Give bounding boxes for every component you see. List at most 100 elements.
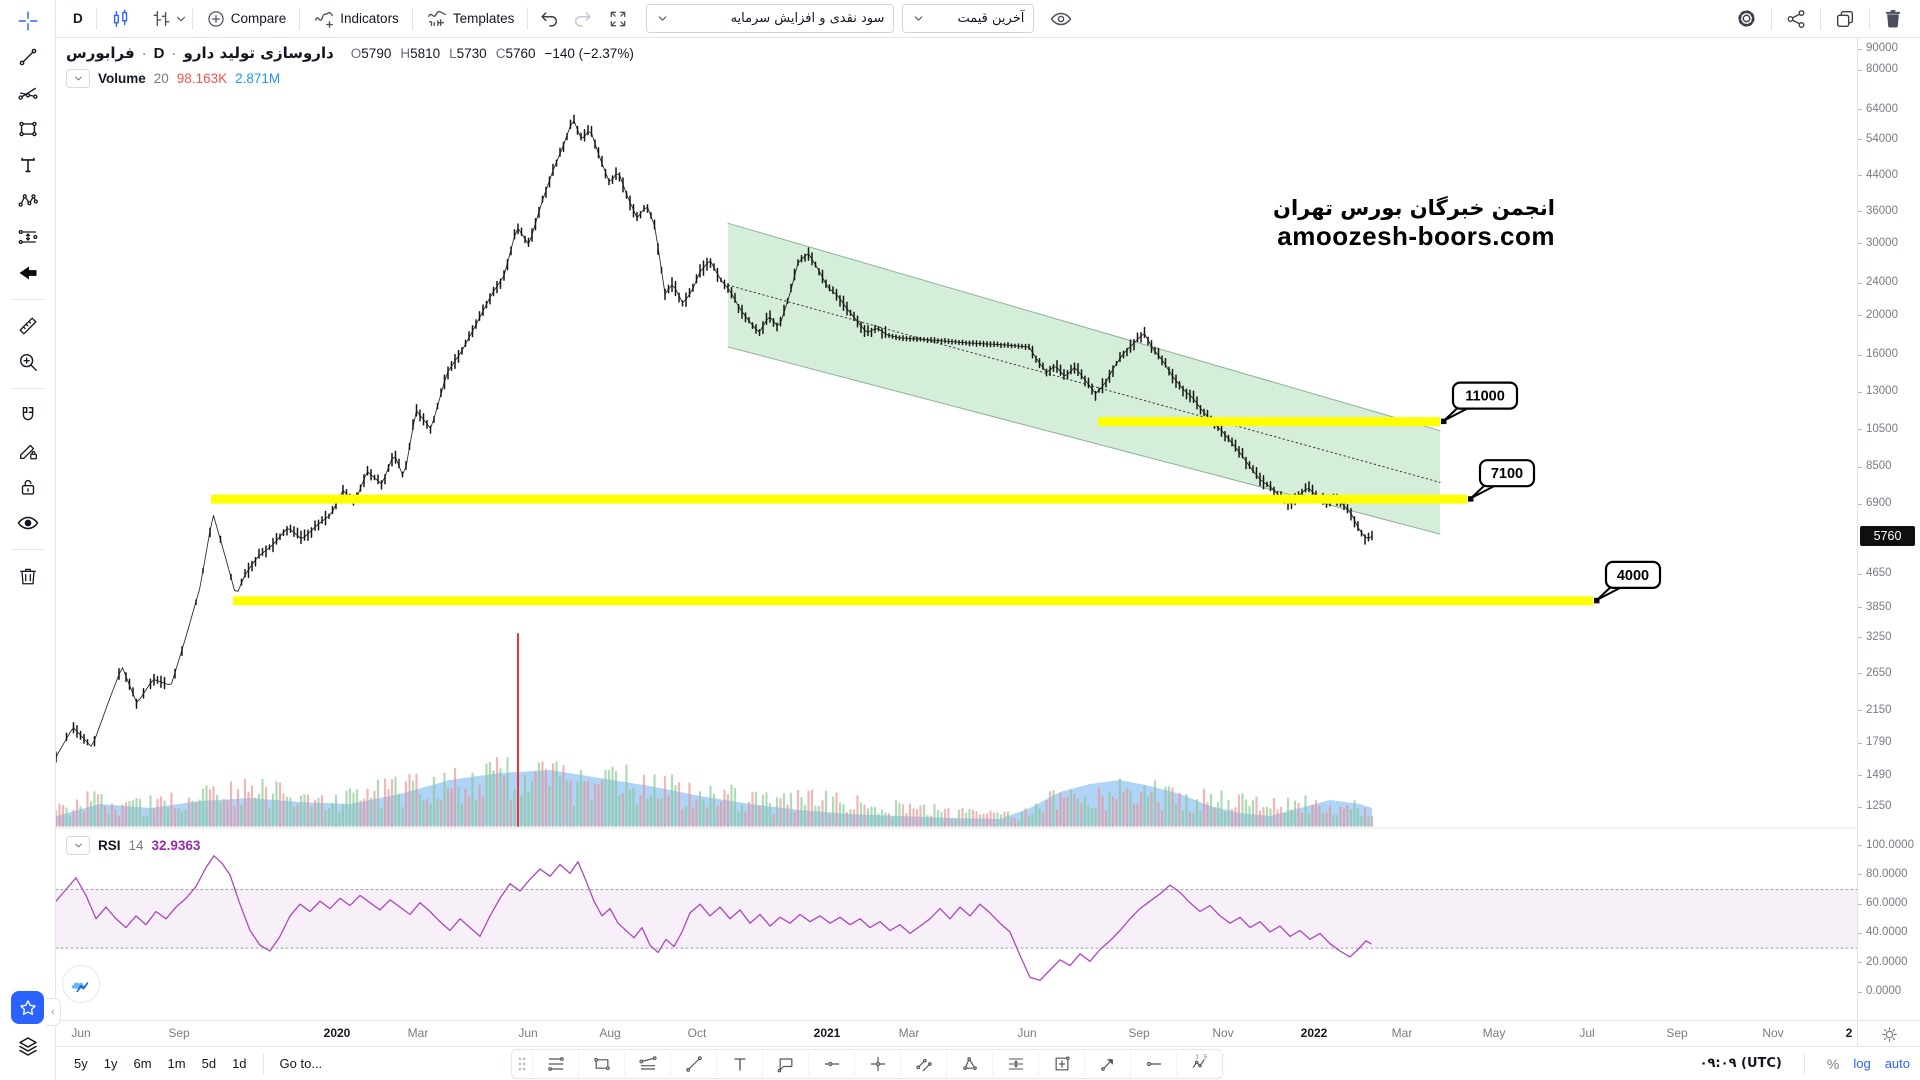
callout-tool[interactable] bbox=[763, 1051, 809, 1077]
projection-tool[interactable] bbox=[993, 1051, 1039, 1077]
price-callout-7100[interactable] bbox=[1478, 459, 1536, 488]
projection-tool[interactable] bbox=[11, 222, 45, 252]
redo-button[interactable] bbox=[566, 4, 600, 34]
arrow-tool[interactable] bbox=[1085, 1051, 1131, 1077]
price-range-tool[interactable] bbox=[1039, 1051, 1085, 1077]
support-line-7100[interactable] bbox=[211, 494, 1467, 504]
volume-collapse-button[interactable] bbox=[66, 69, 90, 88]
auto-scale-button[interactable]: auto bbox=[1884, 1056, 1910, 1071]
clock-button[interactable]: ۰۹:۰۹ (UTC) bbox=[1699, 1056, 1782, 1071]
horizontal-ray-tool[interactable] bbox=[809, 1051, 855, 1077]
symbol-legend[interactable]: فرابورس · D · داروسازی تولید دارو O5790 … bbox=[66, 44, 634, 62]
chevron-down-icon[interactable] bbox=[174, 12, 188, 26]
horizontal-levels-tool[interactable] bbox=[533, 1051, 579, 1077]
price-bars[interactable] bbox=[55, 114, 1373, 763]
rectangle-tool[interactable] bbox=[579, 1051, 625, 1077]
delete-button[interactable] bbox=[1874, 4, 1912, 34]
templates-button[interactable]: Templates bbox=[417, 4, 524, 34]
legend-interval: D bbox=[153, 45, 165, 62]
rsi-tick-mark bbox=[1858, 962, 1862, 964]
object-tree-button[interactable] bbox=[16, 1034, 40, 1063]
triangle-tool[interactable] bbox=[947, 1051, 993, 1077]
toolbar-separator bbox=[527, 7, 529, 30]
gann-fib-tool[interactable] bbox=[11, 78, 45, 108]
last-price-dropdown[interactable]: آخرین قیمت bbox=[902, 4, 1035, 33]
compare-button[interactable]: Compare bbox=[197, 4, 296, 34]
time-axis[interactable]: Jun Sep 2020 Mar Jun Aug Oct 2021 Mar Jun Sep Nov 20… bbox=[56, 1020, 1920, 1047]
percent-scale-button[interactable]: % bbox=[1826, 1055, 1840, 1072]
price-callout-4000[interactable] bbox=[1604, 560, 1662, 589]
chart-style-bars-button[interactable] bbox=[141, 4, 174, 34]
flat-channel-tool[interactable] bbox=[625, 1051, 671, 1077]
fullscreen-button[interactable] bbox=[600, 4, 636, 34]
trend-line-icon bbox=[19, 48, 36, 66]
magnet-icon bbox=[22, 406, 33, 421]
arrow-marker-tool[interactable] bbox=[11, 258, 45, 288]
price-tick-label: 16000 bbox=[1866, 348, 1898, 361]
trend-line-tool[interactable] bbox=[671, 1051, 717, 1077]
shapes-tool[interactable] bbox=[11, 114, 45, 144]
drawing-mode-tool[interactable] bbox=[11, 436, 45, 466]
parallel-channel-tool[interactable] bbox=[901, 1051, 947, 1077]
text-tool[interactable] bbox=[717, 1051, 763, 1077]
text-tool[interactable] bbox=[11, 150, 45, 180]
interval-button[interactable]: D bbox=[64, 4, 92, 34]
share-button[interactable] bbox=[1776, 4, 1816, 34]
horizontal-ray-icon bbox=[824, 1061, 839, 1067]
visibility-button[interactable] bbox=[1040, 4, 1082, 34]
drag-handle[interactable] bbox=[512, 1051, 533, 1077]
rsi-collapse-button[interactable] bbox=[66, 836, 90, 855]
crosshair-tool[interactable] bbox=[11, 6, 45, 36]
rsi-tick-mark bbox=[1858, 845, 1862, 847]
range-5y-button[interactable]: 5y bbox=[74, 1056, 88, 1071]
range-1d-button[interactable]: 1d bbox=[232, 1056, 247, 1071]
price-callout-11000[interactable] bbox=[1451, 381, 1519, 410]
goto-button[interactable]: Go to... bbox=[279, 1056, 323, 1071]
toolbar-separator bbox=[411, 7, 413, 30]
ray-tool[interactable] bbox=[1131, 1051, 1177, 1077]
remove-drawings-tool[interactable] bbox=[11, 561, 45, 591]
time-tick-label: Jun bbox=[71, 1026, 91, 1040]
price-axis[interactable]: 90000 80000 64000 54000 44000 36000 30000 24000… bbox=[1857, 38, 1920, 1020]
gann-fib-icon bbox=[17, 87, 38, 100]
range-6m-button[interactable]: 6m bbox=[133, 1056, 152, 1071]
price-tick-label: 36000 bbox=[1866, 204, 1898, 217]
collapse-sidebar-tab[interactable]: ‹ bbox=[46, 998, 61, 1026]
undo-button[interactable] bbox=[532, 4, 566, 34]
price-tick-mark bbox=[1858, 48, 1862, 50]
range-5d-button[interactable]: 5d bbox=[201, 1056, 217, 1071]
indicators-button[interactable]: Indicators bbox=[304, 4, 408, 34]
rsi-tick-label: 60.0000 bbox=[1866, 897, 1908, 910]
pattern-tool[interactable] bbox=[11, 186, 45, 216]
rsi-line[interactable] bbox=[55, 855, 1372, 981]
support-line-11000[interactable] bbox=[1098, 417, 1440, 427]
hide-all-tool[interactable] bbox=[11, 508, 45, 538]
time-tick-label: Jun bbox=[1017, 1026, 1037, 1040]
last-price-badge[interactable]: 5760 bbox=[1860, 526, 1915, 547]
support-line-4000[interactable] bbox=[233, 596, 1593, 606]
range-1m-button[interactable]: 1m bbox=[167, 1056, 186, 1071]
settings-button[interactable] bbox=[1726, 4, 1767, 34]
provider-logo-button[interactable] bbox=[62, 965, 100, 1003]
screenshot-button[interactable] bbox=[1825, 4, 1865, 34]
price-tick-mark bbox=[1858, 243, 1862, 245]
chart-style-candles-button[interactable] bbox=[101, 4, 141, 34]
range-1y-button[interactable]: 1y bbox=[103, 1056, 118, 1071]
theme-corner-button[interactable] bbox=[1857, 1020, 1920, 1047]
cross-line-tool[interactable] bbox=[855, 1051, 901, 1077]
favorites-button[interactable] bbox=[11, 991, 44, 1024]
events-dropdown[interactable]: سود نقدی و افزایش سرمایه bbox=[646, 4, 895, 33]
magnet-tool[interactable] bbox=[11, 400, 45, 430]
lock-all-tool[interactable] bbox=[11, 472, 45, 502]
log-scale-button[interactable]: log bbox=[1853, 1056, 1871, 1071]
price-tick-label: 80000 bbox=[1866, 63, 1898, 75]
price-tick-mark bbox=[1858, 607, 1862, 609]
zoom-in-tool[interactable] bbox=[11, 347, 45, 377]
measure-tool[interactable] bbox=[11, 311, 45, 341]
volume-bars-up bbox=[65, 757, 1370, 828]
price-tick-label: 8500 bbox=[1866, 460, 1892, 473]
trend-line-tool[interactable] bbox=[11, 42, 45, 72]
